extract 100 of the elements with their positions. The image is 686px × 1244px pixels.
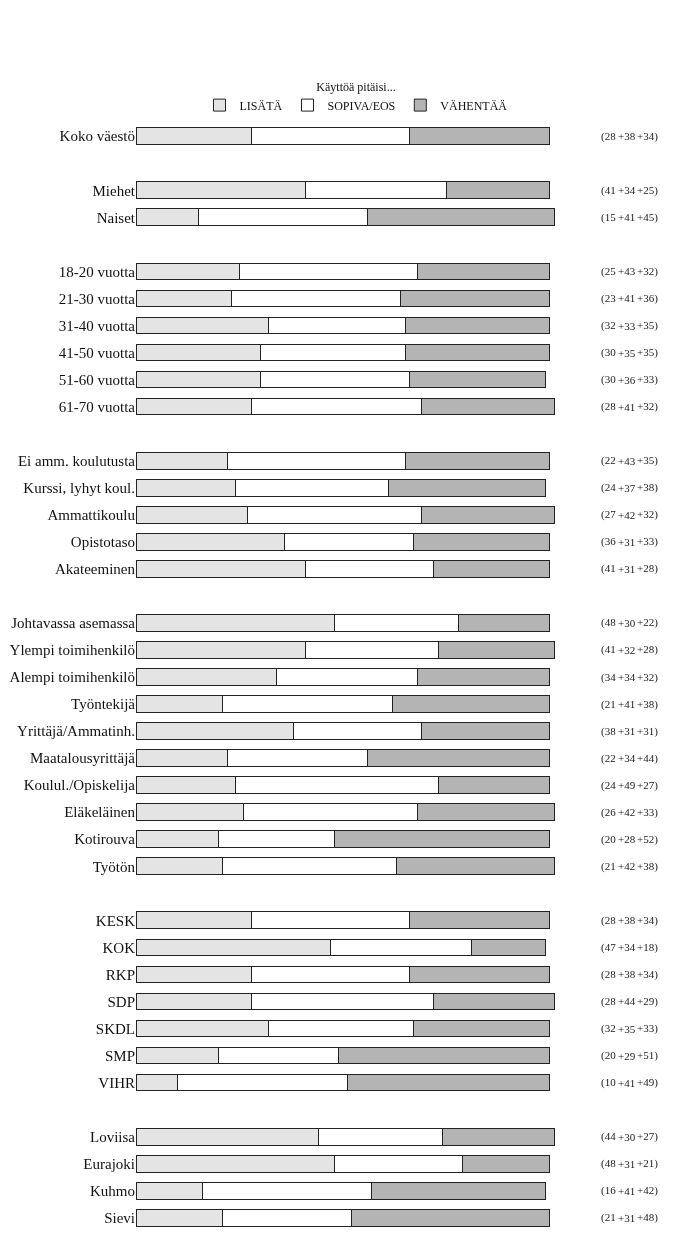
data-label: (28 (601, 400, 617, 413)
data-label: (34 (601, 671, 617, 684)
y-tick-label: Työntekijä (71, 696, 136, 713)
data-label: +48) (637, 1211, 659, 1224)
data-label: +35 (618, 347, 636, 359)
data-label: +43 (618, 265, 636, 277)
data-label: +36) (637, 292, 659, 305)
data-label: +41 (618, 1185, 636, 1197)
data-label: (27 (601, 508, 617, 521)
y-tick-label: Ei amm. koulutusta (17, 452, 136, 469)
data-label: (21 (601, 1211, 616, 1224)
data-label: +38 (618, 968, 636, 980)
data-label: +31 (618, 536, 636, 548)
data-label: +42 (618, 509, 636, 521)
y-tick-label: Loviisa (90, 1128, 136, 1145)
data-label: (21 (601, 860, 616, 873)
data-label: +41 (618, 211, 636, 223)
y-tick-label: Miehet (92, 182, 136, 199)
data-label: +34 (618, 752, 636, 764)
data-label: (22 (601, 752, 616, 765)
data-label: +28) (637, 562, 659, 575)
y-tick-label: Akateeminen (55, 561, 136, 578)
data-label: +38) (637, 481, 659, 494)
y-tick-label: Yrittäjä/Ammatinh. (17, 723, 135, 740)
data-label: +21) (637, 1157, 659, 1170)
data-label: +32) (637, 400, 659, 413)
y-tick-label: Koulul./Opiskelija (23, 777, 136, 794)
y-tick-label: 41-50 vuotta (58, 344, 136, 361)
data-label: (44 (601, 1130, 617, 1143)
data-label: (28 (601, 995, 617, 1008)
data-label: (41 (601, 184, 616, 197)
data-label: +34 (618, 941, 636, 953)
y-tick-label: RKP (105, 966, 135, 983)
y-tick-label: SDP (107, 993, 135, 1010)
data-label: +38) (637, 860, 659, 873)
y-tick-label: Eurajoki (83, 1155, 135, 1172)
y-tick-label: 51-60 vuotta (58, 371, 136, 388)
y-tick-label: Kotirouva (74, 831, 136, 848)
data-label: +29 (618, 1050, 636, 1062)
data-label: +35) (637, 346, 659, 359)
y-tick-label: Ylempi toimihenkilö (9, 642, 135, 659)
data-label: +27) (637, 779, 659, 792)
data-label: +33) (637, 535, 659, 548)
y-tick-label: 18-20 vuotta (58, 263, 136, 280)
data-label: +31 (618, 725, 636, 737)
legend-title: Käyttöä pitäisi... (316, 79, 396, 94)
data-label: +45) (637, 211, 659, 224)
data-label: (28 (601, 914, 617, 927)
data-label: +34 (618, 184, 636, 196)
data-label: +32 (618, 644, 636, 656)
data-label: (32 (601, 319, 616, 332)
data-label: (47 (601, 941, 617, 954)
y-tick-label: KESK (95, 912, 136, 929)
data-label: (48 (601, 616, 617, 629)
data-label: +41 (618, 401, 636, 413)
data-label: +49) (637, 1076, 659, 1089)
data-label: +22) (637, 616, 659, 629)
y-tick-label: Naiset (96, 209, 136, 226)
data-label: +31 (618, 563, 636, 575)
y-tick-label: Alempi toimihenkilö (9, 669, 135, 686)
data-label: +28 (618, 833, 636, 845)
data-label: (28 (601, 968, 617, 981)
legend-label: SOPIVA/EOS (327, 98, 396, 113)
data-label: +28) (637, 643, 659, 656)
y-tick-label: VIHR (98, 1074, 135, 1091)
data-label: (24 (601, 481, 617, 494)
data-label: +32) (637, 671, 659, 684)
data-label: +41 (618, 1077, 636, 1089)
data-label: +29) (637, 995, 659, 1008)
data-label: (41 (601, 643, 616, 656)
data-label: (20 (601, 1049, 617, 1062)
data-label: +37 (618, 482, 636, 494)
y-tick-label: Kuhmo (90, 1182, 135, 1199)
data-label: (21 (601, 698, 616, 711)
y-tick-label: Kurssi, lyhyt koul. (23, 479, 135, 496)
y-tick-label: SMP (104, 1047, 135, 1064)
data-label: +33) (637, 806, 659, 819)
y-tick-label: 61-70 vuotta (58, 398, 136, 415)
y-tick-label: Opistotaso (70, 534, 135, 551)
data-label: +34) (637, 968, 659, 981)
y-tick-label: KOK (102, 939, 136, 956)
data-label: (28 (601, 130, 617, 143)
data-label: +33 (618, 320, 636, 332)
data-label: (16 (601, 1184, 617, 1197)
data-label: (22 (601, 454, 616, 467)
data-label: (23 (601, 292, 617, 305)
data-label: +44 (618, 995, 636, 1007)
data-label: +18) (637, 941, 659, 954)
data-label: +41 (618, 292, 636, 304)
data-label: +43 (618, 455, 636, 467)
data-label: +31 (618, 1212, 636, 1224)
y-tick-label: 31-40 vuotta (58, 317, 136, 334)
data-label: +42) (637, 1184, 659, 1197)
data-label: +31) (637, 725, 659, 738)
y-tick-label: Sievi (104, 1210, 135, 1227)
y-tick-label: Koko väestö (59, 128, 135, 145)
data-label: (30 (601, 346, 617, 359)
data-label: +35) (637, 454, 659, 467)
y-tick-label: 21-30 vuotta (58, 290, 136, 307)
data-label: +34) (637, 914, 659, 927)
